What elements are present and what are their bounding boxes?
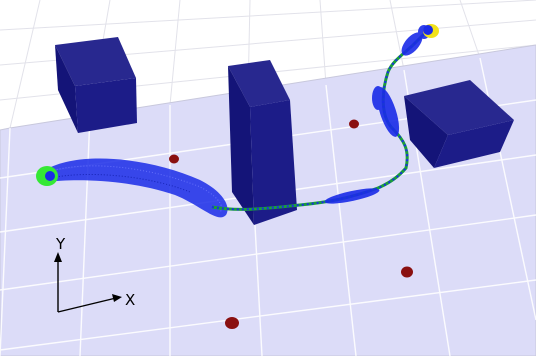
x-axis-label: X (125, 291, 135, 309)
obstacle-pillar (228, 60, 297, 225)
particle-cloud-2 (324, 25, 430, 204)
start-marker-icon (36, 166, 58, 186)
hazard-dot (225, 317, 239, 329)
hazard-dots (169, 119, 413, 329)
hazard-dot (401, 266, 413, 278)
obstacle-box-3 (404, 80, 514, 168)
particle-cloud-1 (45, 158, 228, 218)
axes-indicator: Y X (54, 235, 135, 313)
y-axis-label: Y (55, 235, 66, 253)
goal-marker-icon (423, 24, 439, 38)
hazard-dot (169, 154, 179, 164)
obstacle-box-1 (55, 37, 137, 133)
hazard-dot (349, 119, 359, 129)
